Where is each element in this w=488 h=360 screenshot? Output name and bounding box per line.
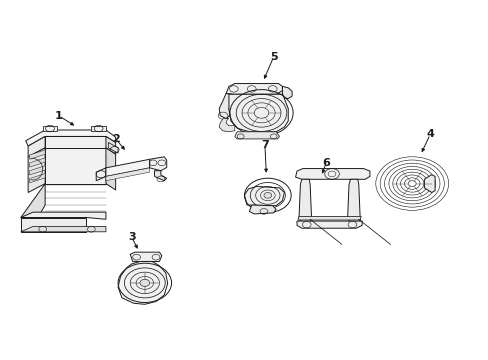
Polygon shape	[225, 84, 282, 94]
Polygon shape	[149, 157, 166, 171]
Polygon shape	[21, 217, 86, 232]
Polygon shape	[21, 212, 106, 219]
Polygon shape	[219, 94, 232, 118]
Polygon shape	[30, 166, 45, 175]
Polygon shape	[282, 86, 291, 99]
Polygon shape	[298, 179, 311, 223]
Text: 2: 2	[112, 134, 119, 144]
Polygon shape	[228, 94, 287, 132]
Polygon shape	[30, 150, 45, 159]
Polygon shape	[296, 221, 362, 228]
Polygon shape	[154, 171, 166, 181]
Polygon shape	[118, 261, 167, 304]
Circle shape	[140, 279, 149, 287]
Polygon shape	[45, 148, 106, 184]
Polygon shape	[30, 174, 45, 183]
Polygon shape	[21, 226, 106, 232]
Polygon shape	[42, 126, 57, 131]
Polygon shape	[297, 216, 361, 220]
Polygon shape	[347, 179, 360, 223]
Text: 6: 6	[322, 158, 329, 168]
Polygon shape	[91, 126, 106, 131]
Polygon shape	[424, 175, 434, 193]
Polygon shape	[249, 205, 276, 214]
Polygon shape	[21, 184, 45, 226]
Polygon shape	[295, 168, 369, 179]
Polygon shape	[45, 136, 106, 148]
Text: 1: 1	[55, 111, 62, 121]
Polygon shape	[26, 130, 116, 146]
Polygon shape	[28, 148, 45, 193]
Polygon shape	[234, 132, 279, 139]
Polygon shape	[96, 168, 106, 181]
Polygon shape	[244, 186, 284, 206]
Polygon shape	[106, 148, 116, 190]
Text: 4: 4	[426, 129, 433, 139]
Polygon shape	[106, 168, 149, 181]
Polygon shape	[28, 136, 45, 157]
Polygon shape	[106, 136, 116, 154]
Polygon shape	[106, 159, 149, 176]
Text: 7: 7	[261, 140, 268, 150]
Circle shape	[264, 193, 271, 198]
Polygon shape	[30, 158, 45, 167]
Polygon shape	[130, 252, 162, 261]
Text: 5: 5	[269, 52, 277, 62]
Text: 3: 3	[128, 232, 135, 242]
Polygon shape	[219, 118, 234, 132]
Polygon shape	[108, 143, 118, 153]
